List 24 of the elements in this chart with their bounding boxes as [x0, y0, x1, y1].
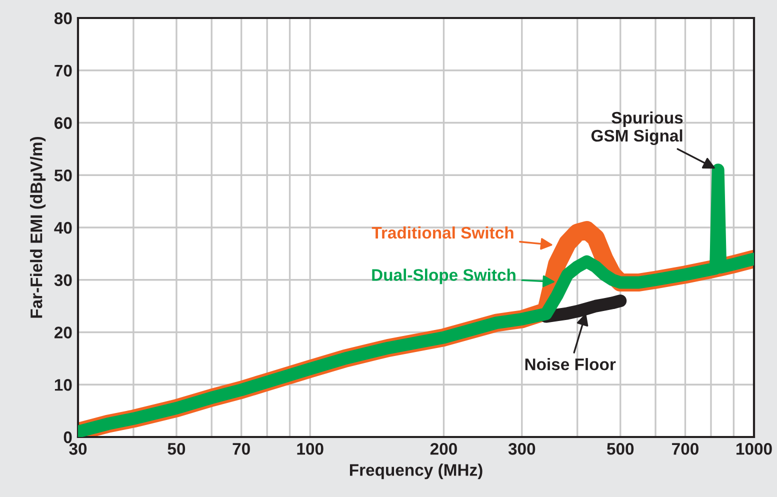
x-tick-label: 70 — [232, 442, 250, 455]
y-tick-label: 50 — [54, 170, 72, 182]
x-tick-label: 500 — [606, 442, 634, 455]
legend-label: Dual-Slope Switch — [372, 268, 516, 284]
y-tick-label: 30 — [54, 274, 72, 286]
y-tick-label: 60 — [54, 117, 72, 129]
x-axis-title: Frequency (MHz) — [350, 464, 482, 480]
y-tick-label: 70 — [54, 64, 72, 77]
x-tick-label: 200 — [430, 442, 457, 455]
x-tick-label: 1000 — [736, 442, 772, 455]
x-tick-label: 50 — [168, 442, 186, 455]
y-axis-title: Far-Field EMI (dBµV/m) — [30, 136, 46, 318]
x-tick-label: 30 — [69, 442, 87, 455]
y-tick-label: 0 — [64, 431, 72, 444]
text: Noise Floor — [525, 358, 616, 370]
x-tick-label: 700 — [672, 442, 698, 455]
y-tick-label: 20 — [54, 326, 72, 338]
y-tick-label: 10 — [54, 379, 72, 391]
x-tick-label: 100 — [297, 442, 324, 455]
legend-label: Traditional Switch — [372, 226, 514, 239]
y-tick-label: 80 — [54, 12, 72, 24]
annotation: Spurious GSM Signal — [591, 111, 683, 145]
y-tick-label: 40 — [54, 222, 72, 234]
x-tick-label: 300 — [508, 442, 536, 455]
